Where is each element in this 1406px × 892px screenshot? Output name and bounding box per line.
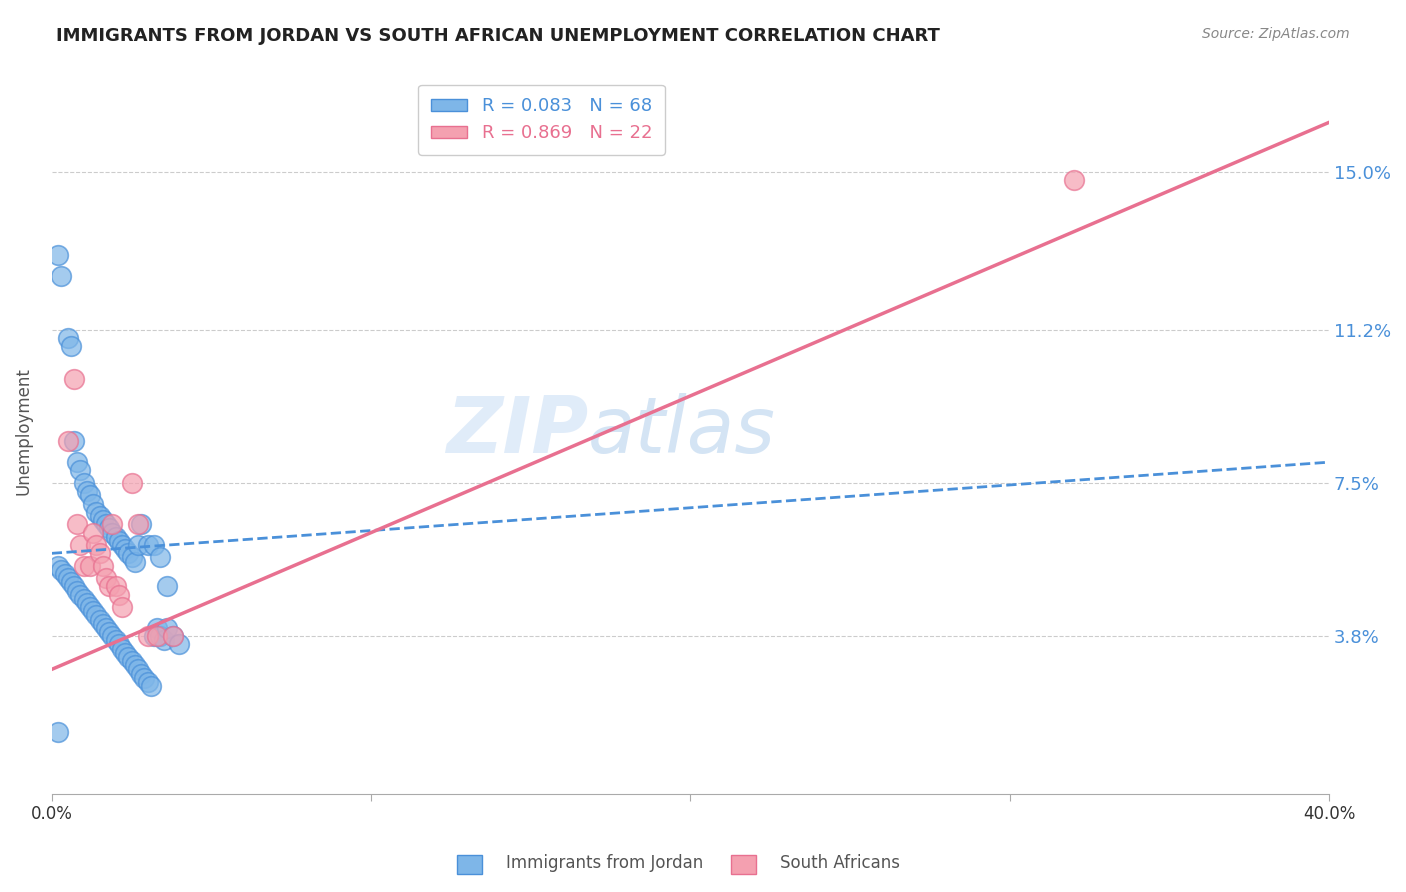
Point xyxy=(111,600,134,615)
Point xyxy=(89,613,111,627)
Point xyxy=(82,604,104,618)
Point xyxy=(98,521,121,535)
Point xyxy=(139,679,162,693)
Point xyxy=(129,666,152,681)
Point xyxy=(124,555,146,569)
Point xyxy=(152,633,174,648)
Point xyxy=(86,505,108,519)
Point xyxy=(73,475,96,490)
Point xyxy=(94,517,117,532)
Point xyxy=(114,646,136,660)
Point xyxy=(46,724,69,739)
Point xyxy=(107,638,129,652)
Point xyxy=(82,525,104,540)
Point xyxy=(63,579,86,593)
Point xyxy=(86,608,108,623)
Point xyxy=(146,621,169,635)
Point xyxy=(156,621,179,635)
Point xyxy=(76,596,98,610)
Text: atlas: atlas xyxy=(588,393,776,469)
Text: South Africans: South Africans xyxy=(780,855,900,872)
Point xyxy=(59,339,82,353)
Point xyxy=(104,530,127,544)
Text: Source: ZipAtlas.com: Source: ZipAtlas.com xyxy=(1202,27,1350,41)
Point xyxy=(91,558,114,573)
Point xyxy=(129,517,152,532)
Text: ZIP: ZIP xyxy=(446,393,588,469)
Point xyxy=(69,538,91,552)
Point xyxy=(121,654,143,668)
Point xyxy=(94,621,117,635)
Point xyxy=(69,588,91,602)
Point xyxy=(82,497,104,511)
Point xyxy=(91,513,114,527)
Point xyxy=(149,550,172,565)
Y-axis label: Unemployment: Unemployment xyxy=(15,368,32,495)
Point xyxy=(117,649,139,664)
Point xyxy=(121,550,143,565)
Point xyxy=(79,488,101,502)
Point xyxy=(69,463,91,477)
Point xyxy=(134,671,156,685)
Point xyxy=(76,484,98,499)
Point xyxy=(59,575,82,590)
Point xyxy=(89,509,111,524)
Point xyxy=(46,248,69,262)
Point xyxy=(56,331,79,345)
Point xyxy=(142,629,165,643)
Point xyxy=(101,629,124,643)
Point xyxy=(114,542,136,557)
Point xyxy=(104,633,127,648)
Point xyxy=(111,538,134,552)
Point xyxy=(162,629,184,643)
Point xyxy=(136,629,159,643)
Point xyxy=(56,434,79,449)
Point xyxy=(66,455,89,469)
Point xyxy=(79,600,101,615)
Point xyxy=(56,571,79,585)
Point xyxy=(63,372,86,386)
Point xyxy=(107,533,129,548)
Point xyxy=(107,588,129,602)
Text: IMMIGRANTS FROM JORDAN VS SOUTH AFRICAN UNEMPLOYMENT CORRELATION CHART: IMMIGRANTS FROM JORDAN VS SOUTH AFRICAN … xyxy=(56,27,941,45)
Point xyxy=(117,546,139,560)
Point xyxy=(146,629,169,643)
Point xyxy=(66,517,89,532)
Legend: R = 0.083   N = 68, R = 0.869   N = 22: R = 0.083 N = 68, R = 0.869 N = 22 xyxy=(419,85,665,155)
Point xyxy=(169,638,191,652)
Point xyxy=(73,591,96,606)
Point xyxy=(111,641,134,656)
Point xyxy=(136,674,159,689)
Point xyxy=(127,662,149,676)
Point xyxy=(66,583,89,598)
Point xyxy=(91,616,114,631)
Point xyxy=(162,629,184,643)
Point xyxy=(89,546,111,560)
Point xyxy=(51,268,73,283)
Point xyxy=(136,538,159,552)
Point xyxy=(156,579,179,593)
Point xyxy=(53,567,76,582)
Point xyxy=(127,538,149,552)
Point xyxy=(63,434,86,449)
Point xyxy=(98,625,121,640)
Point xyxy=(101,525,124,540)
Point xyxy=(73,558,96,573)
Point xyxy=(127,517,149,532)
Point xyxy=(104,579,127,593)
Point xyxy=(149,629,172,643)
Point xyxy=(79,558,101,573)
Point xyxy=(1063,173,1085,187)
Point xyxy=(124,658,146,673)
Text: Immigrants from Jordan: Immigrants from Jordan xyxy=(506,855,703,872)
Point xyxy=(46,558,69,573)
Point xyxy=(121,475,143,490)
Point xyxy=(101,517,124,532)
Point xyxy=(94,571,117,585)
Point xyxy=(98,579,121,593)
Point xyxy=(51,563,73,577)
Point xyxy=(86,538,108,552)
Point xyxy=(142,538,165,552)
